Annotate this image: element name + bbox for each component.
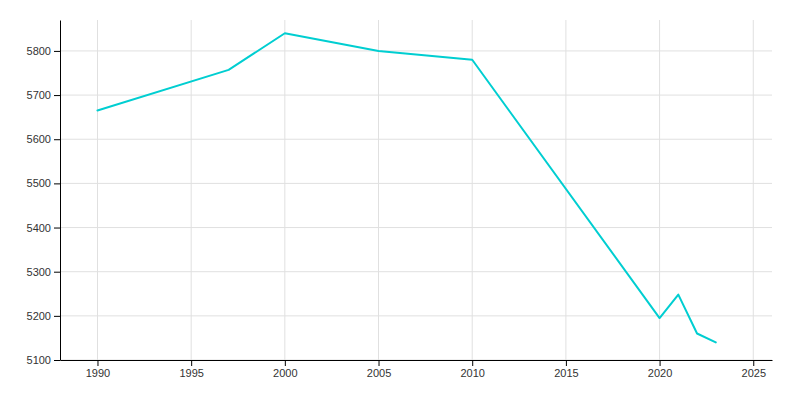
tick-label: 5400: [27, 222, 51, 234]
grid: [60, 20, 772, 360]
grid-line-y: [60, 227, 772, 228]
tick-label: 2020: [648, 367, 672, 379]
grid-line-x: [191, 20, 192, 360]
tick-mark: [54, 183, 60, 184]
grid-line-x: [284, 20, 285, 360]
tick-label: 1990: [86, 367, 110, 379]
tick-mark: [97, 360, 98, 366]
tick-mark: [54, 51, 60, 52]
tick-label: 5500: [27, 177, 51, 189]
tick: 5500: [27, 177, 60, 189]
tick-label: 1995: [179, 367, 203, 379]
tick-label: 5700: [27, 89, 51, 101]
tick: 5200: [27, 310, 60, 322]
tick: 1990: [86, 360, 110, 379]
tick-mark: [54, 272, 60, 273]
tick-label: 5600: [27, 133, 51, 145]
tick-mark: [54, 360, 60, 361]
tick: 5400: [27, 222, 60, 234]
tick-label: 2015: [554, 367, 578, 379]
tick: 5700: [27, 89, 60, 101]
tick-mark: [472, 360, 473, 366]
tick-label: 2000: [273, 367, 297, 379]
grid-line-y: [60, 183, 772, 184]
x-axis: 1990 1995 2000 2005 2010 2015 2020 2025: [61, 360, 773, 379]
tick: 2015: [554, 360, 578, 379]
y-axis: 5100 5200 5300 5400 5500 5600 5700 5800: [27, 21, 61, 367]
tick: 2005: [367, 360, 391, 379]
grid-line-x: [659, 20, 660, 360]
grid-line-y: [60, 95, 772, 96]
chart: 1990 1995 2000 2005 2010 2015 2020 2025 5100 5200…: [0, 0, 800, 400]
tick: 5800: [27, 45, 60, 57]
tick-mark: [566, 360, 567, 366]
marks: [97, 33, 715, 342]
tick-label: 5200: [27, 310, 51, 322]
tick-label: 5100: [27, 354, 51, 366]
tick-mark: [660, 360, 661, 366]
tick-mark: [54, 139, 60, 140]
grid-line-y: [60, 271, 772, 272]
tick-mark: [379, 360, 380, 366]
tick-mark: [54, 228, 60, 229]
axis-line: [60, 21, 61, 361]
tick: 2025: [742, 360, 766, 379]
tick: 5600: [27, 133, 60, 145]
tick-label: 5800: [27, 45, 51, 57]
tick: 5100: [27, 354, 60, 366]
tick-mark: [191, 360, 192, 366]
tick-mark: [54, 316, 60, 317]
grid-line-x: [378, 20, 379, 360]
grid-line-x: [97, 20, 98, 360]
tick-label: 2010: [460, 367, 484, 379]
grid-line-x: [472, 20, 473, 360]
grid-line-y: [60, 315, 772, 316]
grid-line-y: [60, 360, 772, 361]
axis-line: [61, 360, 773, 361]
grid-line-x: [753, 20, 754, 360]
grid-line-y: [60, 50, 772, 51]
tick-mark: [285, 360, 286, 366]
tick: 2010: [460, 360, 484, 379]
grid-line-y: [60, 139, 772, 140]
tick: 2000: [273, 360, 297, 379]
line: [97, 33, 715, 342]
tick-mark: [54, 95, 60, 96]
tick: 5300: [27, 266, 60, 278]
tick-label: 2025: [742, 367, 766, 379]
tick: 2020: [648, 360, 672, 379]
tick-label: 5300: [27, 266, 51, 278]
plot: 1990 1995 2000 2005 2010 2015 2020 2025 5100 5200…: [27, 20, 773, 379]
tick-mark: [753, 360, 754, 366]
tick: 1995: [179, 360, 203, 379]
tick-label: 2005: [367, 367, 391, 379]
